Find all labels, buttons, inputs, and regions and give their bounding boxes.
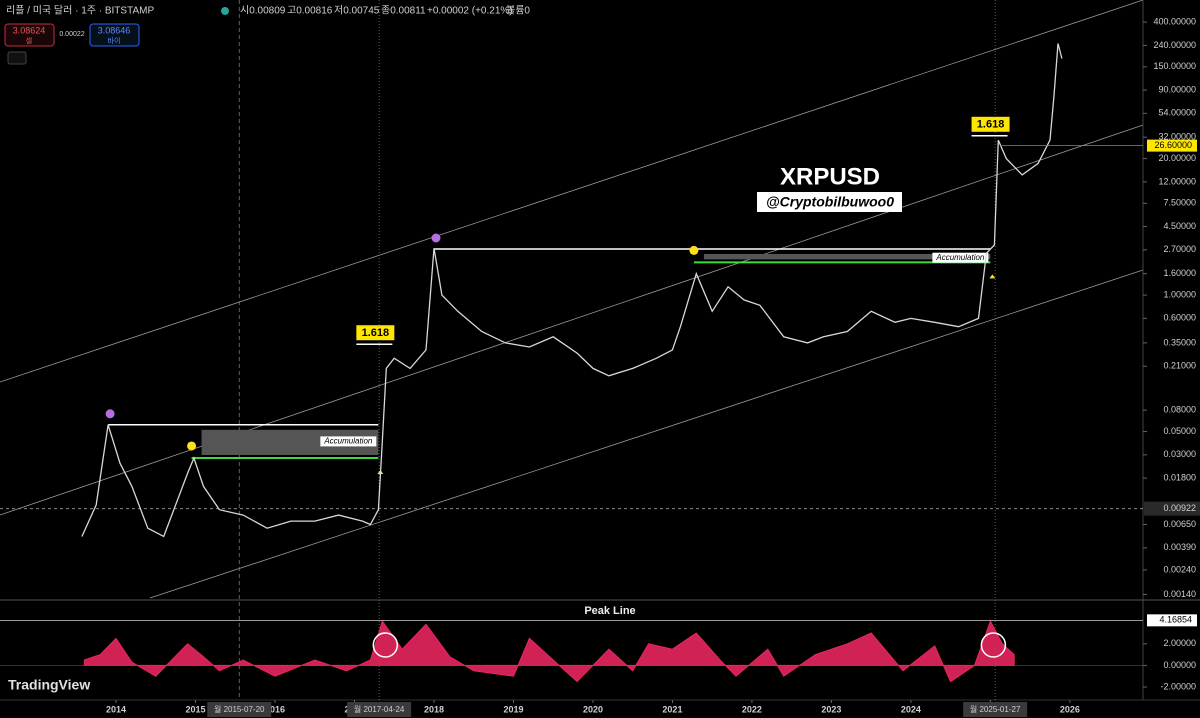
y-tick-label: 0.00000 xyxy=(1163,660,1196,670)
y-tick-label: 400.00000 xyxy=(1153,16,1196,26)
x-highlight-label: 월 2025-01-27 xyxy=(970,704,1021,714)
buy-label: 바이 xyxy=(108,36,121,45)
y-tick-label: 150.00000 xyxy=(1153,61,1196,71)
accumulation-box xyxy=(703,253,991,260)
crosshair-label: 0.00922 xyxy=(1163,503,1196,513)
x-tick-label: 2015 xyxy=(186,704,206,714)
x-tick-label: 2020 xyxy=(583,704,603,714)
x-highlight-box xyxy=(207,702,272,717)
y-tick-label: 0.00650 xyxy=(1163,519,1196,529)
channel-lower xyxy=(149,269,1144,599)
x-tick-label: 2022 xyxy=(742,704,762,714)
spread: 0.00022 xyxy=(59,31,84,38)
y-tick-label: 0.05000 xyxy=(1163,426,1196,436)
sell-label: 셀 xyxy=(26,37,32,45)
y-tick-label: 1.60000 xyxy=(1163,268,1196,278)
channel-upper xyxy=(0,0,1144,383)
zone-label: Accumulation xyxy=(935,253,985,262)
x-tick-label: 2018 xyxy=(424,704,444,714)
x-tick-label: 2026 xyxy=(1060,704,1080,714)
peak-circle xyxy=(372,632,399,658)
y-tick-label: 4.50000 xyxy=(1163,221,1196,231)
chart-subtitle: @Cryptobilbuwoo0 xyxy=(766,194,894,210)
ohlc-open: 시0.00809 xyxy=(240,5,286,17)
support-dot xyxy=(187,441,197,451)
fib-label: 1.618 xyxy=(977,119,1005,131)
up-arrow xyxy=(989,274,996,279)
sell-price: 3.08624 xyxy=(13,25,46,35)
brand: TradingView xyxy=(8,677,90,693)
y-tick-label: 0.35000 xyxy=(1163,337,1196,347)
y-tick-label: 0.00240 xyxy=(1163,564,1196,574)
x-tick-label: 2023 xyxy=(821,704,841,714)
x-tick-label: 2021 xyxy=(662,704,682,714)
ohlc-low: 저0.00745 xyxy=(334,5,380,17)
y-tick-label: 1.00000 xyxy=(1163,289,1196,299)
subtitle-box xyxy=(757,192,902,212)
y-tick-label: 0.21000 xyxy=(1163,361,1196,371)
header: 리플 / 미국 달러 · 1주 · BITSTAMP 시0.00809 고0.0… xyxy=(4,5,530,65)
x-tick-label: 2024 xyxy=(901,704,921,714)
last-value-box xyxy=(1147,614,1197,627)
ohlc-close: 종0.00811 xyxy=(381,5,426,17)
y-tick-label: 0.60000 xyxy=(1163,313,1196,323)
fib-label: 1.618 xyxy=(362,327,390,339)
y-tick-label: 0.01800 xyxy=(1163,472,1196,482)
peak-circle xyxy=(980,632,1007,658)
zone-label-box xyxy=(320,436,377,447)
y-tick-label: 20.00000 xyxy=(1158,153,1196,163)
y-tick-label: 32.00000 xyxy=(1158,132,1196,142)
x-tick-label: 2014 xyxy=(106,704,126,714)
y-tick-label: 7.50000 xyxy=(1163,198,1196,208)
y-tick-label: 2.70000 xyxy=(1163,244,1196,254)
zone-label-box xyxy=(932,252,989,263)
x-highlight-label: 월 2017-04-24 xyxy=(354,704,405,714)
buy-button[interactable] xyxy=(89,23,140,47)
y-tick-label: 0.00390 xyxy=(1163,542,1196,552)
peak-area xyxy=(83,619,1015,683)
y-tick-label: 90.00000 xyxy=(1158,84,1196,94)
last-price-label: 26.60000 xyxy=(1154,140,1192,150)
fib-box xyxy=(356,325,395,341)
status-dot xyxy=(221,7,229,15)
y-tick-label: 0.03000 xyxy=(1163,449,1196,459)
buy-price: 3.08646 xyxy=(98,25,131,35)
y-tick-label: 240.00000 xyxy=(1153,40,1196,50)
last-value-label: 4.16854 xyxy=(1159,615,1192,625)
x-highlight-box xyxy=(347,702,412,717)
peak-dot xyxy=(431,233,441,243)
symbol: 리플 / 미국 달러 · 1주 · BITSTAMP xyxy=(6,5,154,17)
y-tick-label: 2.00000 xyxy=(1163,638,1196,648)
last-price-box xyxy=(1147,139,1197,152)
volume: 볼륨0 xyxy=(506,5,530,17)
x-tick-label: 2016 xyxy=(265,704,285,714)
fib-box xyxy=(971,116,1010,132)
y-tick-label: 54.00000 xyxy=(1158,108,1196,118)
sell-button[interactable] xyxy=(4,23,55,47)
peak-dot xyxy=(105,409,115,419)
y-tick-label: -2.00000 xyxy=(1160,681,1196,691)
change: +0.00002 (+0.21%) xyxy=(427,6,513,17)
support-dot xyxy=(689,245,699,255)
collapse-button[interactable] xyxy=(7,51,27,65)
y-tick-label: 0.00140 xyxy=(1163,589,1196,599)
crosshair-box xyxy=(1144,501,1200,516)
x-tick-label: 2019 xyxy=(503,704,523,714)
panel-title: Peak Line xyxy=(584,605,635,617)
y-tick-label: 12.00000 xyxy=(1158,176,1196,186)
y-tick-label: 0.08000 xyxy=(1163,405,1196,415)
chart-title: XRPUSD xyxy=(780,163,880,190)
x-highlight-label: 월 2015-07-20 xyxy=(214,704,265,714)
x-highlight-box xyxy=(963,702,1028,717)
price-line xyxy=(81,43,1063,538)
zone-label: Accumulation xyxy=(323,437,373,446)
ohlc-high: 고0.00816 xyxy=(287,6,333,17)
